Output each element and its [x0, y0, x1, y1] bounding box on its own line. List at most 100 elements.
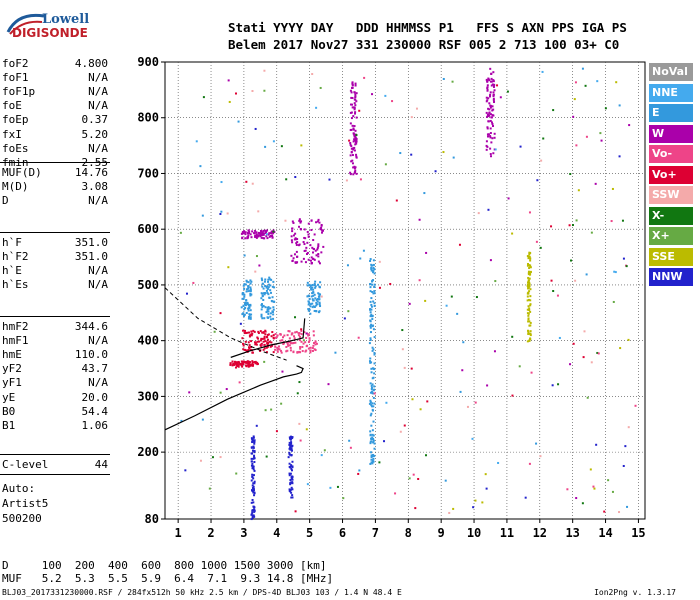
echo-point [378, 461, 381, 464]
echo-point [262, 233, 265, 236]
trace-curve [164, 365, 304, 431]
echo-point [271, 300, 274, 303]
echo-point [309, 349, 312, 352]
echo-point [373, 392, 376, 395]
echo-point [529, 303, 532, 306]
echo-point [245, 180, 248, 183]
echo-point [373, 285, 376, 288]
echo-point [369, 300, 372, 303]
echo-point [234, 366, 237, 369]
echo-point [291, 488, 294, 491]
echo-point [188, 391, 191, 394]
echo-point [352, 166, 355, 169]
echo-point [229, 363, 232, 366]
echo-point [492, 152, 495, 155]
echo-point [258, 264, 261, 267]
echo-point [266, 285, 269, 288]
echo-point [593, 487, 596, 490]
footer-file-info: BLJ03_2017331230000.RSF / 284fx512h 50 k… [2, 588, 402, 597]
echo-point [235, 361, 238, 364]
trace-curve [230, 318, 306, 358]
echo-point [313, 282, 316, 285]
echo-point [305, 349, 308, 352]
echo-point [250, 333, 253, 336]
param-value: 3.08 [81, 180, 109, 194]
echo-point [417, 477, 420, 480]
echo-point [267, 278, 270, 281]
echo-point [372, 348, 375, 351]
echo-point [352, 148, 355, 151]
echo-point [528, 277, 531, 280]
echo-point [276, 348, 279, 351]
echo-point [267, 342, 270, 345]
echo-point [256, 361, 259, 364]
echo-point [354, 95, 357, 98]
echo-point [248, 335, 251, 338]
param-value: N/A [88, 334, 108, 348]
echo-point [528, 255, 531, 258]
echo-point [486, 80, 489, 83]
y-tick-label: 400 [137, 334, 159, 348]
param-row: foF1 N/A [2, 71, 108, 84]
echo-point [266, 316, 269, 319]
echo-point [490, 155, 493, 158]
echo-point [628, 124, 631, 127]
echo-point [251, 452, 254, 455]
echo-point [487, 133, 490, 136]
echo-point [231, 360, 234, 363]
echo-point [556, 294, 559, 297]
echo-point [414, 507, 417, 510]
param-value: 54.4 [81, 404, 109, 418]
echo-point [318, 303, 321, 306]
autoscaling-info: Artist5 [2, 497, 49, 510]
param-value: 20.0 [81, 390, 109, 404]
footer-distance-row: D 100 200 400 600 800 1000 1500 3000 [km… [2, 559, 327, 572]
echo-point [372, 434, 375, 437]
echo-point [319, 281, 322, 284]
echo-point [245, 311, 248, 314]
echo-point [295, 243, 298, 246]
echo-point [245, 299, 248, 302]
echo-point [488, 95, 491, 98]
echo-point [351, 96, 354, 99]
echo-point [529, 288, 532, 291]
echo-point [289, 442, 292, 445]
echo-point [539, 455, 542, 458]
echo-point [289, 481, 292, 484]
echo-point [528, 309, 531, 312]
echo-point [314, 285, 317, 288]
param-name: h`Es [2, 278, 29, 292]
echo-point [353, 102, 356, 105]
echo-point [260, 229, 263, 232]
echo-point [353, 125, 356, 128]
echo-point [263, 347, 266, 350]
echo-point [370, 412, 373, 415]
echo-point [353, 112, 356, 115]
echo-point [250, 518, 253, 521]
echo-point [372, 368, 375, 371]
echo-point [251, 332, 254, 335]
echo-point [589, 468, 592, 471]
echo-point [286, 334, 289, 337]
echo-point [566, 488, 569, 491]
echo-point [250, 293, 253, 296]
echo-point [299, 346, 302, 349]
echo-point [373, 353, 376, 356]
param-name: C-level [2, 458, 49, 471]
echo-point [264, 278, 267, 281]
echo-point [247, 360, 250, 363]
echo-point [245, 280, 248, 283]
param-value: N/A [88, 71, 108, 85]
echo-point [355, 116, 358, 119]
echo-point [298, 243, 301, 246]
echo-point [486, 133, 489, 136]
echo-point [267, 310, 270, 313]
echo-point [251, 441, 254, 444]
echo-point [425, 454, 428, 457]
x-tick-label: 9 [438, 526, 445, 540]
echo-point [321, 229, 324, 232]
echo-point [528, 285, 531, 288]
echo-point [219, 312, 222, 315]
echo-point [490, 84, 493, 87]
echo-point [570, 259, 573, 262]
